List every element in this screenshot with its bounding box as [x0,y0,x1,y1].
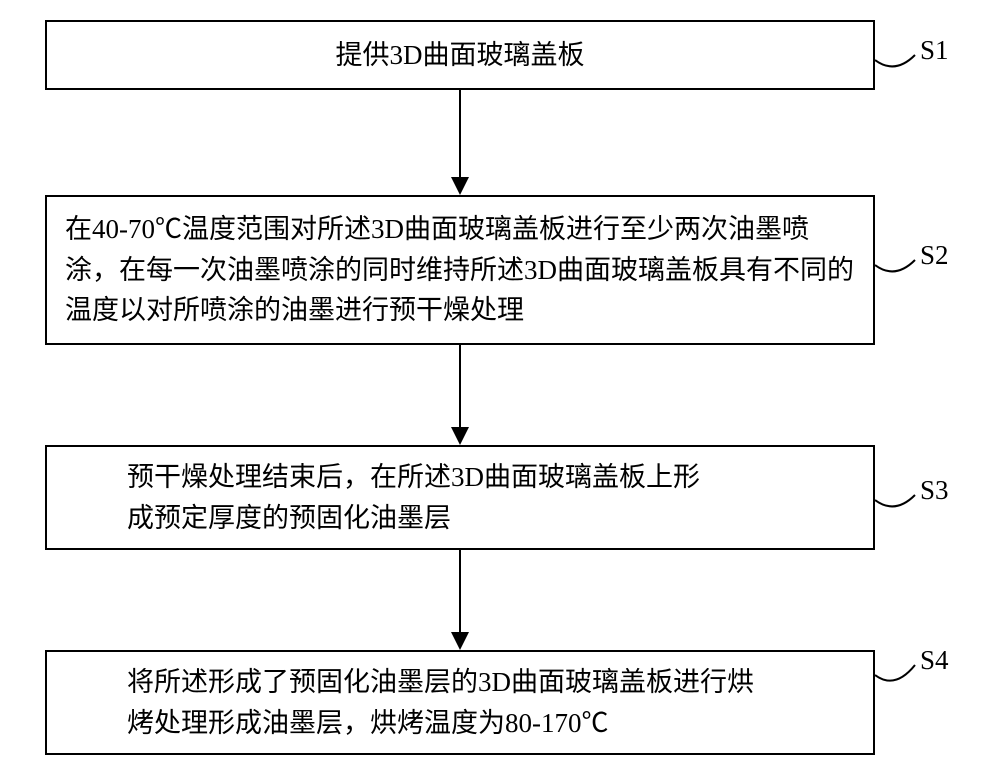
step-s2-text: 在40-70℃温度范围对所述3D曲面玻璃盖板进行至少两次油墨喷涂，在每一次油墨喷… [65,209,855,331]
step-s2: 在40-70℃温度范围对所述3D曲面玻璃盖板进行至少两次油墨喷涂，在每一次油墨喷… [45,195,875,345]
step-s4-text: 将所述形成了预固化油墨层的3D曲面玻璃盖板进行烘烤处理形成油墨层，烘烤温度为80… [127,662,767,743]
callout-s1 [875,40,925,80]
callout-s3 [875,480,925,520]
label-s4: S4 [920,645,949,676]
step-s4: 将所述形成了预固化油墨层的3D曲面玻璃盖板进行烘烤处理形成油墨层，烘烤温度为80… [45,650,875,755]
step-s3-text: 预干燥处理结束后，在所述3D曲面玻璃盖板上形成预定厚度的预固化油墨层 [127,457,707,538]
arrow-s3-s4 [459,550,461,632]
step-s1: 提供3D曲面玻璃盖板 [45,20,875,90]
arrow-head-s1-s2 [451,177,469,195]
callout-s4 [875,660,925,700]
step-s3: 预干燥处理结束后，在所述3D曲面玻璃盖板上形成预定厚度的预固化油墨层 [45,445,875,550]
arrow-s2-s3 [459,345,461,427]
label-s2: S2 [920,240,949,271]
arrow-head-s3-s4 [451,632,469,650]
arrow-s1-s2 [459,90,461,177]
label-s3: S3 [920,475,949,506]
callout-s2 [875,245,925,285]
step-s1-text: 提供3D曲面玻璃盖板 [65,35,855,76]
label-s1: S1 [920,35,949,66]
flowchart-canvas: 提供3D曲面玻璃盖板 S1 在40-70℃温度范围对所述3D曲面玻璃盖板进行至少… [0,0,1000,775]
arrow-head-s2-s3 [451,427,469,445]
